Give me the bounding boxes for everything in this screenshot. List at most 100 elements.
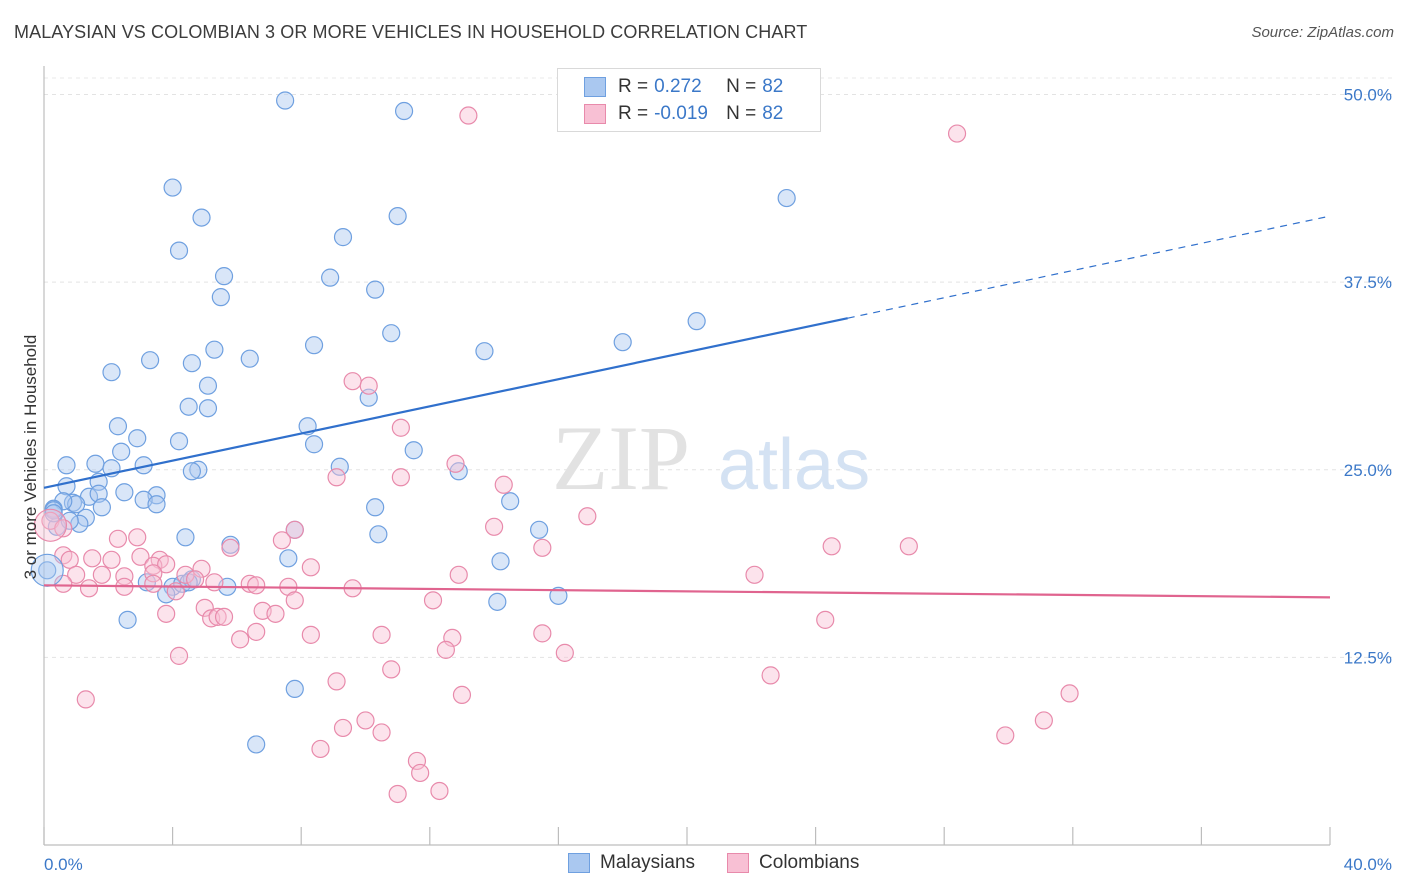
data-point xyxy=(182,462,201,481)
data-point xyxy=(578,507,597,526)
data-point xyxy=(144,574,163,593)
trend-line-malaysians-projection xyxy=(847,215,1331,319)
data-point xyxy=(388,784,407,804)
data-point xyxy=(79,579,99,598)
data-point xyxy=(247,576,266,595)
data-point xyxy=(54,519,73,538)
grid-layer xyxy=(44,77,1392,658)
legend-n-label: N = xyxy=(726,103,757,124)
data-point xyxy=(176,565,195,584)
data-point xyxy=(391,468,410,487)
legend-item-colombians: Colombians xyxy=(727,852,859,874)
data-point xyxy=(92,498,111,517)
data-point xyxy=(501,492,520,511)
data-point xyxy=(176,528,195,547)
x-tick-label: 0.0% xyxy=(44,855,83,874)
data-point xyxy=(394,101,414,121)
data-point xyxy=(198,399,218,418)
data-point xyxy=(343,372,362,391)
y-tick-labels: 12.5% 25.0% 37.5% 50.0% xyxy=(1344,86,1392,668)
y-tick-label: 12.5% xyxy=(1344,648,1392,667)
data-point xyxy=(276,91,295,110)
data-point xyxy=(272,531,292,550)
watermark-zip: ZIP xyxy=(552,407,690,509)
data-point xyxy=(112,442,131,461)
data-point xyxy=(333,228,353,247)
data-point xyxy=(247,735,266,754)
data-point xyxy=(83,549,102,568)
data-point xyxy=(301,625,320,644)
data-point xyxy=(115,567,134,586)
data-point xyxy=(321,268,340,287)
trend-line-malaysians xyxy=(43,317,848,489)
data-point xyxy=(475,342,494,361)
data-point xyxy=(330,457,349,476)
data-point xyxy=(157,604,176,623)
data-point xyxy=(131,547,150,566)
data-point xyxy=(549,586,568,605)
data-point xyxy=(947,124,967,143)
data-point xyxy=(430,781,449,801)
data-point xyxy=(301,558,320,577)
y-axis-label: 3 or more Vehicles in Household xyxy=(21,335,40,580)
legend-item-malaysians: Malaysians xyxy=(568,852,695,874)
data-point xyxy=(76,690,95,709)
legend-label-colombians: Colombians xyxy=(759,852,860,873)
axis-layer xyxy=(43,66,1331,846)
data-point xyxy=(382,324,401,343)
series-legend: Malaysians Colombians xyxy=(568,852,891,874)
data-point xyxy=(128,429,147,448)
data-point xyxy=(192,208,211,227)
data-point xyxy=(128,528,147,547)
stats-legend: R = 0.272 N = 82 R = -0.019 N = 82 xyxy=(557,68,821,132)
data-point xyxy=(60,511,79,530)
source-label: Source: ZipAtlas.com xyxy=(1251,24,1394,41)
y-tick-label: 25.0% xyxy=(1344,461,1392,480)
data-point xyxy=(102,363,121,382)
data-point xyxy=(33,508,68,542)
data-point xyxy=(182,354,201,373)
data-point xyxy=(140,351,160,370)
data-point xyxy=(391,418,410,437)
data-point xyxy=(108,529,128,548)
legend-swatch-colombians xyxy=(727,853,750,873)
data-point xyxy=(108,417,128,436)
points-layer xyxy=(30,91,1079,804)
data-point xyxy=(304,435,324,454)
data-point xyxy=(169,241,189,260)
data-point xyxy=(60,550,79,569)
data-point xyxy=(745,565,764,584)
data-point xyxy=(459,106,478,125)
data-point xyxy=(899,537,918,556)
data-point xyxy=(195,598,214,617)
data-point xyxy=(1060,684,1079,703)
legend-swatch-malaysians xyxy=(584,77,606,97)
data-point xyxy=(118,610,137,629)
data-point xyxy=(359,376,378,395)
data-point xyxy=(211,288,230,307)
data-point xyxy=(491,552,510,571)
data-point xyxy=(1034,711,1053,730)
series-malaysians xyxy=(38,91,796,754)
data-point xyxy=(452,685,472,705)
legend-r-value: 0.272 xyxy=(654,76,702,97)
data-point xyxy=(996,726,1015,745)
data-point xyxy=(240,349,259,368)
data-point xyxy=(311,739,330,759)
data-point xyxy=(67,565,86,584)
x-tick-labels: 0.0% 40.0% xyxy=(44,855,1392,874)
data-point xyxy=(816,610,835,629)
data-point xyxy=(777,188,796,208)
data-point xyxy=(533,624,552,643)
data-point xyxy=(687,312,706,331)
data-point xyxy=(285,520,304,539)
data-point xyxy=(404,441,423,460)
legend-row-malaysians: R = 0.272 N = 82 xyxy=(584,75,783,99)
data-point xyxy=(530,520,549,539)
legend-r-label: R = xyxy=(618,103,649,124)
data-point xyxy=(356,711,375,730)
legend-swatch-malaysians xyxy=(568,853,590,873)
data-point xyxy=(86,454,105,473)
data-point xyxy=(333,718,353,738)
